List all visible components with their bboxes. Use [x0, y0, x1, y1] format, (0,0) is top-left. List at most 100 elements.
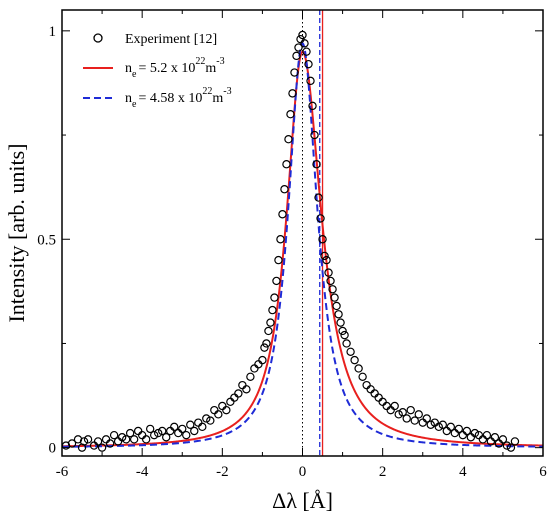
data-point: [370, 389, 379, 398]
data-point: [284, 135, 293, 144]
data-point: [362, 380, 371, 390]
data-point: [113, 437, 123, 446]
data-point: [450, 428, 460, 438]
data-point: [258, 355, 267, 365]
x-tick-label: 0: [299, 464, 307, 480]
data-point: [286, 110, 295, 119]
data-point: [418, 418, 427, 427]
legend-marker-experiment: [93, 33, 103, 43]
data-point: [506, 443, 516, 452]
data-point: [498, 435, 508, 444]
data-point: [117, 433, 127, 442]
data-point: [320, 251, 329, 261]
data-point: [332, 301, 341, 311]
data-point: [125, 428, 135, 438]
data-point: [350, 355, 359, 365]
data-point: [182, 430, 191, 440]
data-point: [202, 414, 211, 423]
y-axis-label: Intensity [arb. units]: [4, 143, 29, 322]
data-point: [442, 426, 451, 436]
experiment-points: [61, 30, 520, 452]
data-point: [422, 414, 431, 423]
x-tick-label: 6: [539, 464, 547, 480]
data-point: [336, 318, 345, 327]
data-point: [366, 385, 375, 394]
data-point: [280, 185, 289, 194]
data-point: [272, 276, 281, 286]
data-point: [318, 235, 327, 244]
legend-label-experiment: Experiment [12]: [125, 32, 217, 47]
data-point: [342, 339, 351, 348]
data-point: [166, 426, 175, 436]
data-point: [145, 424, 155, 434]
data-point: [470, 428, 480, 438]
y-tick-label: 0.5: [37, 232, 56, 248]
data-point: [250, 364, 259, 373]
data-point: [158, 426, 167, 436]
x-tick-label: -2: [216, 464, 229, 480]
data-point: [312, 160, 321, 169]
data-point: [282, 160, 291, 169]
data-point: [266, 318, 275, 327]
data-point: [334, 310, 343, 319]
data-point: [210, 405, 219, 415]
data-point: [218, 401, 227, 411]
x-axis-label: Δλ [Å]: [272, 488, 333, 513]
data-point: [358, 372, 367, 382]
data-point: [324, 268, 333, 277]
data-point: [186, 420, 195, 429]
data-point: [133, 426, 143, 436]
data-point: [410, 416, 419, 425]
data-point: [238, 380, 247, 390]
data-point: [226, 397, 235, 407]
data-point: [438, 420, 447, 429]
data-point: [446, 422, 456, 432]
data-point: [79, 437, 89, 446]
data-point: [276, 235, 285, 244]
data-point: [302, 47, 311, 56]
data-point: [93, 437, 103, 446]
data-point: [234, 389, 243, 398]
data-point: [274, 255, 283, 265]
data-point: [300, 39, 309, 48]
y-tick-label: 1: [49, 24, 57, 40]
legend-label-red: ne = 5.2 x 1022m-3: [125, 56, 225, 80]
data-point: [510, 437, 520, 446]
data-point: [306, 76, 315, 86]
x-tick-label: 2: [379, 464, 387, 480]
data-point: [137, 430, 147, 440]
data-point: [398, 408, 407, 417]
data-point: [490, 433, 500, 442]
data-point: [190, 426, 199, 436]
data-point: [458, 430, 468, 440]
data-point: [316, 214, 325, 223]
data-point: [386, 405, 395, 415]
data-point: [338, 326, 347, 336]
model-curve: [61, 41, 544, 448]
data-point: [149, 430, 159, 440]
data-point: [340, 330, 349, 340]
data-point: [260, 343, 269, 352]
data-point: [162, 433, 171, 442]
data-point: [101, 435, 111, 444]
data-point: [242, 385, 251, 394]
x-tick-label: -6: [56, 464, 69, 480]
data-point: [296, 34, 305, 44]
data-point: [346, 347, 355, 356]
data-point: [246, 372, 255, 382]
data-point: [394, 410, 403, 419]
data-point: [178, 424, 187, 434]
y-tick-label: 0: [49, 441, 57, 457]
data-point: [288, 89, 297, 98]
data-point: [214, 410, 223, 419]
data-point: [254, 360, 263, 369]
data-point: [262, 339, 271, 348]
data-point: [390, 401, 399, 411]
data-point: [322, 255, 331, 265]
data-point: [304, 59, 313, 69]
data-point: [462, 426, 472, 436]
data-point: [298, 30, 307, 40]
data-point: [454, 424, 464, 434]
data-point: [482, 430, 492, 440]
